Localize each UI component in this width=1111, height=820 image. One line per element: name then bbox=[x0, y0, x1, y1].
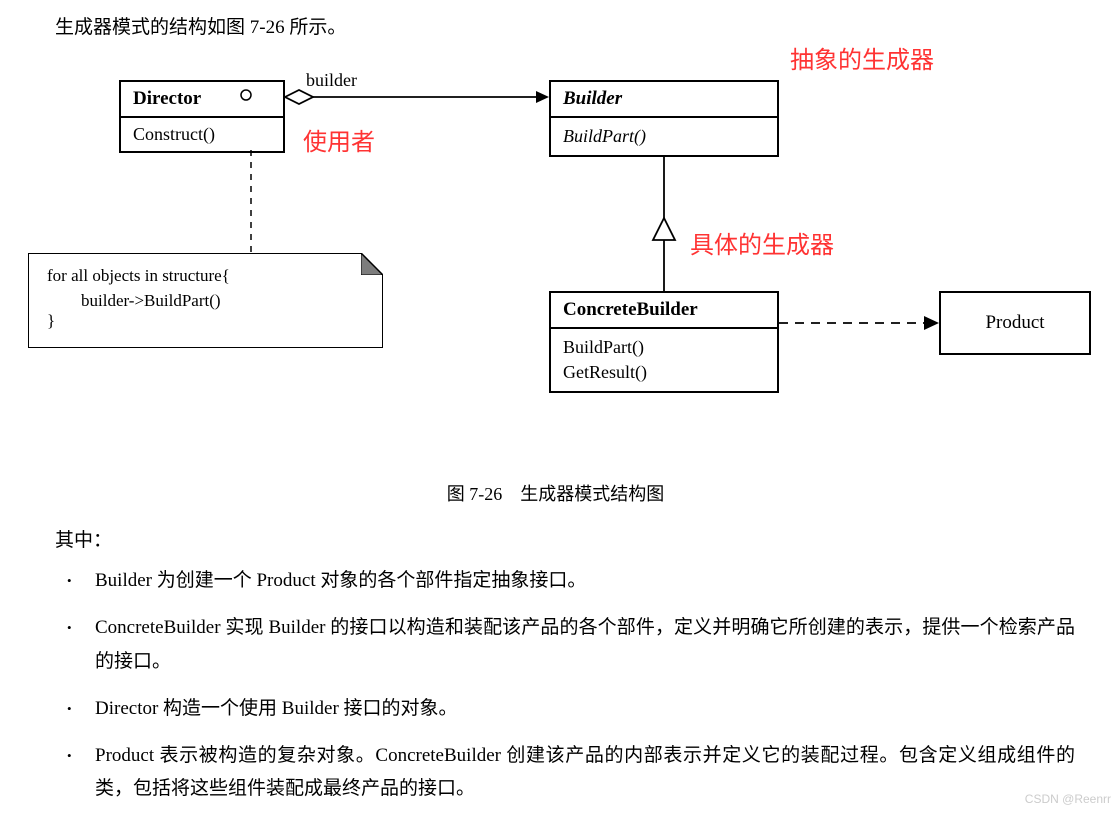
figure-caption: 图 7-26 生成器模式结构图 bbox=[0, 480, 1111, 506]
bullet-1: Builder 为创建一个 Product 对象的各个部件指定抽象接口。 bbox=[95, 564, 1075, 597]
aggregation-diamond-icon bbox=[285, 90, 313, 104]
inheritance-triangle-icon bbox=[653, 218, 675, 240]
bullet-2: ConcreteBuilder 实现 Builder 的接口以构造和装配该产品的… bbox=[95, 611, 1075, 678]
dependency-arrow-icon bbox=[924, 316, 939, 330]
intro-text: 生成器模式的结构如图 7-26 所示。 bbox=[55, 12, 346, 39]
description-heading: 其中： bbox=[55, 525, 1075, 552]
connectors bbox=[0, 40, 1111, 470]
description-text: 其中： Builder 为创建一个 Product 对象的各个部件指定抽象接口。… bbox=[55, 525, 1075, 820]
bullet-4: Product 表示被构造的复杂对象。ConcreteBuilder 创建该产品… bbox=[95, 739, 1075, 806]
bullet-3: Director 构造一个使用 Builder 接口的对象。 bbox=[95, 692, 1075, 725]
arrow-head-icon bbox=[536, 91, 549, 103]
description-list: Builder 为创建一个 Product 对象的各个部件指定抽象接口。 Con… bbox=[55, 564, 1075, 806]
uml-diagram: Director Construct() builder Builder Bui… bbox=[0, 40, 1111, 470]
watermark: CSDN @Reenrr bbox=[1025, 792, 1111, 806]
